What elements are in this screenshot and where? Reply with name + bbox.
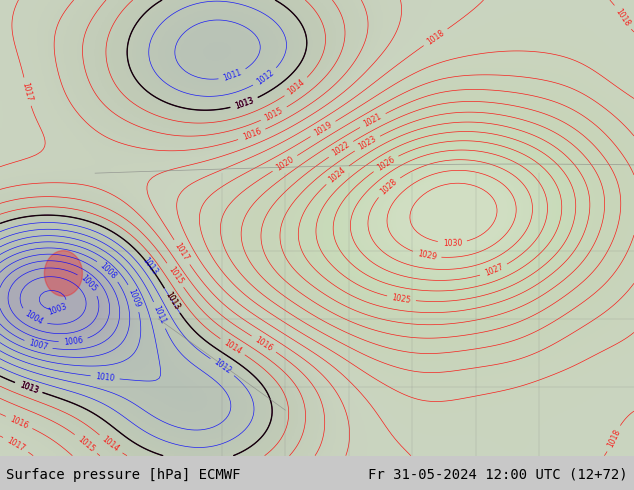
Text: 1014: 1014 <box>286 77 307 97</box>
Text: 1013: 1013 <box>234 96 255 111</box>
Text: 1014: 1014 <box>222 338 243 356</box>
Text: 1019: 1019 <box>313 120 333 138</box>
Polygon shape <box>44 251 82 296</box>
Text: 1014: 1014 <box>100 435 121 454</box>
Text: 1029: 1029 <box>417 249 437 262</box>
Text: 1013: 1013 <box>234 96 255 111</box>
Text: 1027: 1027 <box>483 263 505 278</box>
Text: 1003: 1003 <box>47 302 68 317</box>
Text: 1011: 1011 <box>152 305 167 326</box>
Text: 1017: 1017 <box>173 242 191 263</box>
Text: 1013: 1013 <box>234 96 255 111</box>
Text: 1020: 1020 <box>275 154 295 172</box>
Text: Surface pressure [hPa] ECMWF: Surface pressure [hPa] ECMWF <box>6 467 241 482</box>
Text: 1012: 1012 <box>212 358 233 376</box>
Text: 1026: 1026 <box>375 154 396 172</box>
Text: 1012: 1012 <box>255 68 276 87</box>
Text: 1004: 1004 <box>23 309 44 327</box>
Text: 1015: 1015 <box>263 106 285 122</box>
Text: 1013: 1013 <box>163 290 181 311</box>
Text: 1016: 1016 <box>254 335 275 353</box>
Text: 1008: 1008 <box>98 261 119 281</box>
Text: 1009: 1009 <box>127 288 142 309</box>
Text: 1025: 1025 <box>391 293 411 305</box>
Text: 1018: 1018 <box>605 428 622 449</box>
Text: 1030: 1030 <box>443 238 462 247</box>
Text: 1013: 1013 <box>18 380 39 395</box>
Text: 1013: 1013 <box>18 380 39 395</box>
Text: 1017: 1017 <box>21 81 34 102</box>
Text: 1028: 1028 <box>378 177 399 196</box>
Text: 1013: 1013 <box>163 290 181 311</box>
Text: 1023: 1023 <box>357 135 378 152</box>
Text: 1007: 1007 <box>28 339 49 352</box>
Text: 1016: 1016 <box>241 127 262 142</box>
Text: 1005: 1005 <box>79 273 99 294</box>
Text: Fr 31-05-2024 12:00 UTC (12+72): Fr 31-05-2024 12:00 UTC (12+72) <box>368 467 628 482</box>
Text: 1021: 1021 <box>362 112 384 129</box>
Text: 1013: 1013 <box>140 256 159 277</box>
Text: 1018: 1018 <box>425 28 446 47</box>
Text: 1022: 1022 <box>330 140 351 158</box>
Text: 1024: 1024 <box>327 165 347 184</box>
Text: 1013: 1013 <box>18 380 39 395</box>
Text: 1017: 1017 <box>5 436 27 453</box>
Text: 1010: 1010 <box>95 372 115 383</box>
Text: 1011: 1011 <box>222 68 243 83</box>
Text: 1015: 1015 <box>166 265 184 286</box>
Text: 1015: 1015 <box>76 434 96 454</box>
Text: 1018: 1018 <box>614 7 632 27</box>
Text: 1016: 1016 <box>8 414 30 430</box>
Text: 1006: 1006 <box>63 336 84 347</box>
